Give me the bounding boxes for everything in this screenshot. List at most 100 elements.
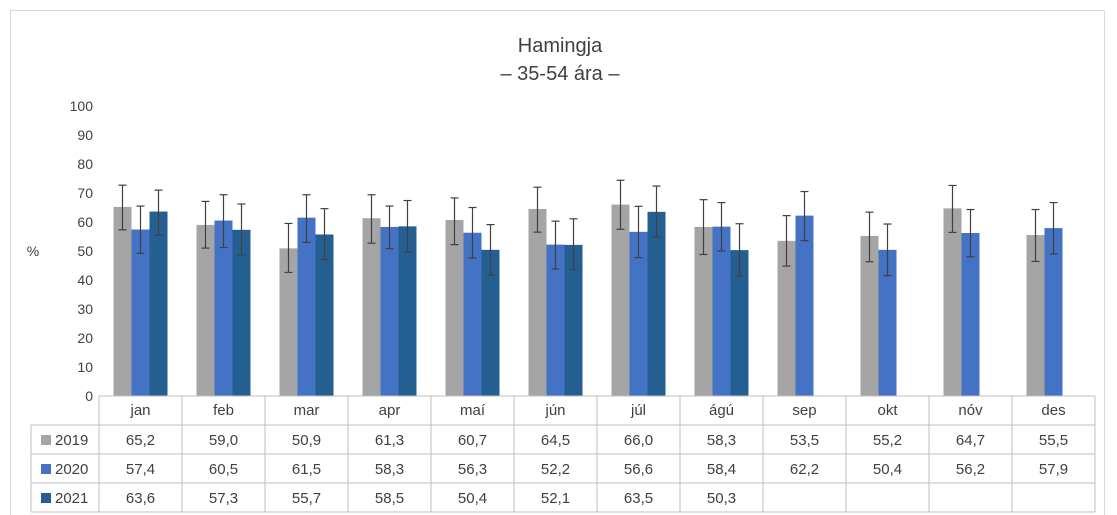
data-value-label: 58,4 xyxy=(707,461,736,478)
legend-swatch-2019 xyxy=(41,435,51,445)
bar-2021-jún xyxy=(564,244,583,396)
x-tick-label: mar xyxy=(294,402,320,419)
error-bar xyxy=(699,199,708,256)
bar-2020-sep xyxy=(795,215,814,396)
bar-2019-nóv xyxy=(943,208,962,396)
x-tick-label: jún xyxy=(544,402,565,419)
bar-2021-júl xyxy=(647,211,666,396)
x-tick-label: maí xyxy=(460,402,486,419)
bar-2019-okt xyxy=(860,235,879,396)
x-tick-label: ágú xyxy=(709,402,734,419)
data-value-label: 52,2 xyxy=(541,461,570,478)
bar-2019-ágú xyxy=(694,226,713,396)
bar-2020-mar xyxy=(297,217,316,396)
axes: 0 10 20 30 40 50 60 70 80 90 100 xyxy=(70,98,94,404)
bar-2020-júl xyxy=(629,231,648,396)
data-value-label: 50,4 xyxy=(873,461,902,478)
bars xyxy=(113,179,1063,396)
bar-2020-feb xyxy=(214,220,233,396)
x-tick-label: nóv xyxy=(958,402,983,419)
bar-2021-jan xyxy=(149,211,168,396)
data-value-label: 52,1 xyxy=(541,490,570,507)
y-tick-label: 90 xyxy=(77,127,93,143)
data-value-label: 62,2 xyxy=(790,461,819,478)
data-value-label: 56,2 xyxy=(956,461,985,478)
data-value-label: 64,7 xyxy=(956,432,985,449)
error-bar xyxy=(367,194,376,244)
data-value-label: 55,2 xyxy=(873,432,902,449)
x-tick-label: des xyxy=(1041,402,1065,419)
data-value-label: 60,5 xyxy=(209,461,238,478)
bar-2021-mar xyxy=(315,234,334,396)
data-value-label: 63,6 xyxy=(126,490,155,507)
data-value-label: 57,4 xyxy=(126,461,155,478)
error-bar xyxy=(1031,208,1040,263)
bar-2019-mar xyxy=(279,248,298,396)
bar-2020-maí xyxy=(463,232,482,396)
bar-2019-feb xyxy=(196,224,215,396)
data-value-label: 58,3 xyxy=(707,432,736,449)
bar-2019-júl xyxy=(611,204,630,396)
y-axis-label: % xyxy=(27,243,39,259)
bar-2020-jún xyxy=(546,244,565,396)
error-bar xyxy=(302,194,311,243)
bar-2020-des xyxy=(1044,228,1063,396)
x-tick-label: sep xyxy=(792,402,816,419)
x-tick-label: okt xyxy=(877,402,898,419)
bar-2019-des xyxy=(1026,235,1045,396)
chart-frame xyxy=(10,10,1105,515)
x-tick-label: feb xyxy=(213,402,234,419)
error-bar xyxy=(966,208,975,258)
y-tick-label: 10 xyxy=(77,359,93,375)
data-value-label: 53,5 xyxy=(790,432,819,449)
y-tick-label: 0 xyxy=(85,388,93,404)
error-bar xyxy=(486,224,495,276)
error-bar xyxy=(616,179,625,230)
error-bar xyxy=(634,205,643,259)
data-value-label: 56,6 xyxy=(624,461,653,478)
bar-2020-nóv xyxy=(961,233,980,396)
data-value-label: 50,9 xyxy=(292,432,321,449)
x-tick-label: jan xyxy=(129,402,150,419)
y-tick-label: 80 xyxy=(77,156,93,172)
bar-2019-sep xyxy=(777,240,796,396)
data-value-label: 60,7 xyxy=(458,432,487,449)
error-bar xyxy=(883,223,892,277)
bar-2019-apr xyxy=(362,218,381,396)
error-bar xyxy=(782,215,791,267)
error-bar xyxy=(237,203,246,256)
error-bar xyxy=(403,199,412,253)
data-value-label: 59,0 xyxy=(209,432,238,449)
bar-2019-jún xyxy=(528,208,547,396)
data-value-label: 64,5 xyxy=(541,432,570,449)
data-value-label: 57,9 xyxy=(1039,461,1068,478)
legend-label: 2021 xyxy=(55,490,88,507)
data-value-label: 57,3 xyxy=(209,490,238,507)
chart-subtitle: – 35-54 ára – xyxy=(501,63,621,85)
bar-2021-maí xyxy=(481,249,500,396)
bar-2020-ágú xyxy=(712,226,731,396)
data-value-label: 61,5 xyxy=(292,461,321,478)
data-value-label: 58,3 xyxy=(375,461,404,478)
legend-swatch-2021 xyxy=(41,493,51,503)
error-bar xyxy=(450,197,459,246)
bar-2021-ágú xyxy=(730,250,749,396)
error-bar xyxy=(551,220,560,270)
data-value-label: 56,3 xyxy=(458,461,487,478)
y-tick-label: 100 xyxy=(70,98,94,114)
error-bar xyxy=(800,190,809,242)
bar-2021-feb xyxy=(232,229,251,396)
error-bar xyxy=(1049,201,1058,255)
data-value-label: 50,3 xyxy=(707,490,736,507)
data-value-label: 55,7 xyxy=(292,490,321,507)
error-bar xyxy=(219,194,228,249)
error-bar xyxy=(468,206,477,259)
error-bar xyxy=(385,205,394,250)
error-bar xyxy=(154,189,163,236)
data-table: jan feb mar apr maí jún júl ágú sep okt nóv des 2019… xyxy=(30,395,1096,513)
chart-title: Hamingja xyxy=(518,35,603,57)
error-bar xyxy=(948,184,957,234)
error-bar xyxy=(717,201,726,252)
error-bar xyxy=(201,200,210,249)
